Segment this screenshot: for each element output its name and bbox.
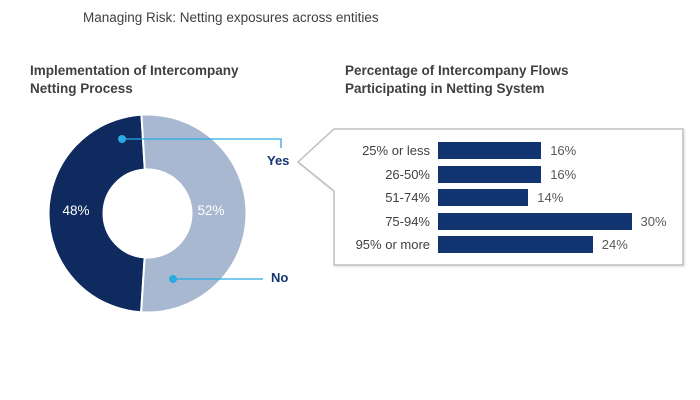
bar-value-label: 16% bbox=[550, 143, 577, 159]
bar-value-label: 30% bbox=[640, 213, 667, 229]
donut-yes-percentage: 48% bbox=[62, 203, 90, 218]
bar-row: 95% or more 24% bbox=[346, 236, 667, 254]
donut-legend-no: No bbox=[271, 270, 289, 285]
bar-row: 25% or less 16% bbox=[346, 142, 667, 160]
bar-value-label: 24% bbox=[601, 237, 628, 253]
bar-value-label: 14% bbox=[537, 190, 564, 206]
bar-category-label: 25% or less bbox=[362, 143, 430, 159]
bar-row: 75-94% 30% bbox=[346, 212, 667, 231]
donut-slice-no bbox=[140, 113, 248, 314]
bar bbox=[438, 165, 542, 183]
donut-no-percentage: 52% bbox=[197, 203, 225, 218]
bar-category-label: 75-94% bbox=[385, 213, 430, 229]
no-leader-dot-icon bbox=[169, 275, 177, 283]
bar bbox=[438, 212, 632, 230]
bar bbox=[438, 189, 529, 207]
donut-legend-yes: Yes bbox=[267, 153, 290, 168]
bar-category-label: 26-50% bbox=[385, 166, 430, 182]
bar bbox=[438, 236, 593, 254]
bar-value-label: 16% bbox=[550, 166, 577, 182]
bar-category-label: 51-74% bbox=[385, 190, 430, 206]
yes-leader-line bbox=[124, 138, 282, 148]
bar-chart-title: Percentage of Intercompany Flows Partici… bbox=[345, 63, 569, 96]
bar-row: 26-50% 16% bbox=[346, 165, 667, 184]
page-title: Managing Risk: Netting exposures across … bbox=[83, 10, 379, 25]
bar-chart: 25% or less 16% 26-50% 16% 51-74% 14% 75… bbox=[346, 142, 667, 260]
yes-leader-dot-icon bbox=[118, 135, 126, 143]
donut-chart-title: Implementation of Intercompany Netting P… bbox=[30, 63, 239, 96]
bar-category-label: 95% or more bbox=[355, 237, 430, 253]
bar-row: 51-74% 14% bbox=[346, 189, 667, 207]
donut-slice-yes bbox=[47, 113, 146, 314]
bar bbox=[438, 142, 542, 160]
